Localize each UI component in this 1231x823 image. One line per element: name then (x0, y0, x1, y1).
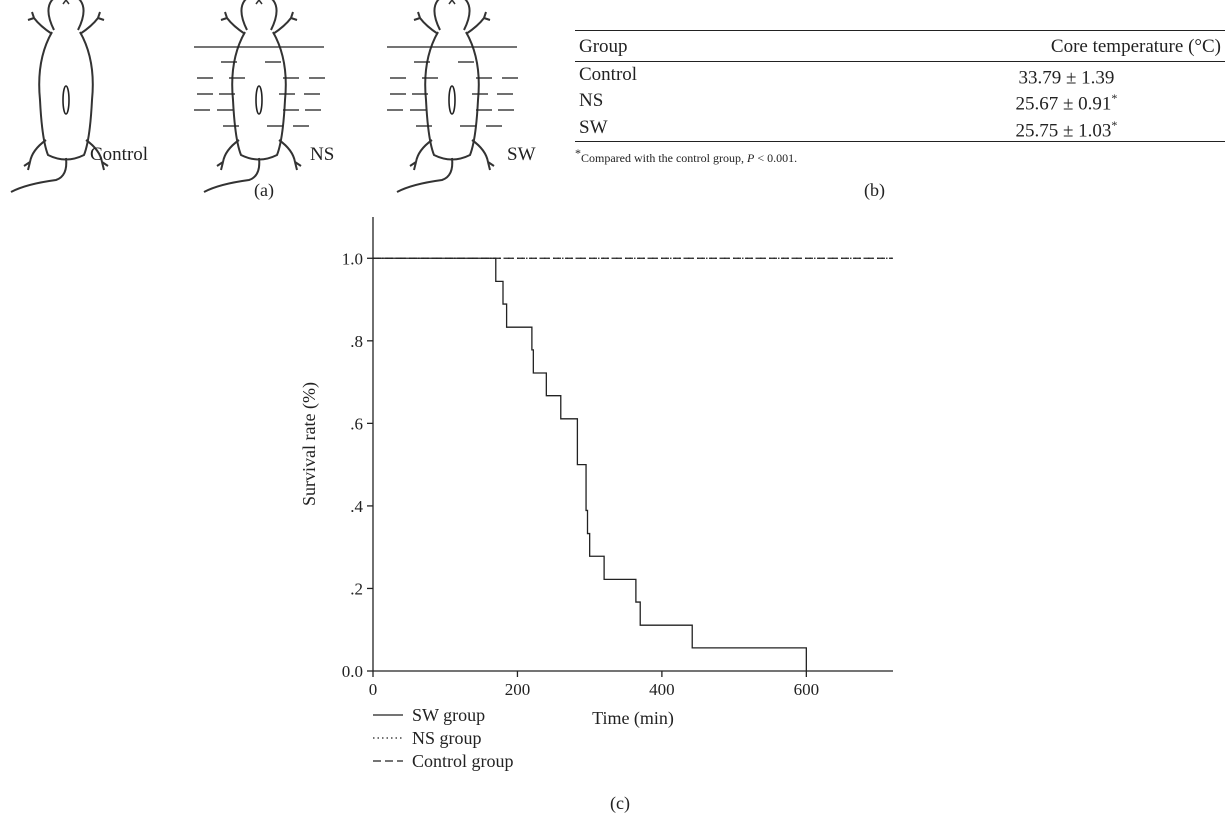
y-axis-label: Survival rate (%) (299, 382, 320, 506)
legend-label: Control group (412, 751, 514, 771)
table-row: NS 25.67 ± 0.91* (575, 88, 1225, 114)
x-tick-label: 0 (369, 680, 378, 699)
rat-sw (396, 0, 495, 193)
panel-tag-c: (c) (610, 793, 630, 813)
header-group: Group (579, 36, 628, 57)
chart-legend: SW group NS group Control group (373, 705, 514, 771)
panel-tag-b: (b) (864, 180, 885, 200)
table-row: Control 33.79 ± 1.39 (575, 62, 1225, 89)
chart-series (373, 257, 893, 671)
legend-label: NS group (412, 728, 482, 748)
temperature-table: Group Core temperature (°C) Control 33.7… (575, 30, 1225, 142)
x-tick-label: 600 (794, 680, 820, 699)
panel-tag-a: (a) (254, 180, 274, 200)
y-tick-label: .8 (350, 332, 363, 351)
y-tick-label: .2 (350, 579, 363, 598)
cell-group: NS (579, 90, 604, 112)
cell-temperature: 25.75 ± 1.03* (1015, 117, 1118, 141)
y-tick-label: 0.0 (342, 662, 363, 681)
water-lines (194, 46, 518, 127)
y-tick-label: 1.0 (342, 249, 363, 268)
rats-illustration (10, 0, 518, 193)
header-core-temperature: Core temperature (°C) (1050, 36, 1221, 57)
x-tick-label: 200 (505, 680, 531, 699)
table-row: SW 25.75 ± 1.03* (575, 115, 1225, 142)
x-tick-label: 400 (649, 680, 675, 699)
panel-a-rat-illustrations: Control NS SW (a) (0, 0, 540, 200)
cell-group: SW (579, 116, 608, 138)
cell-group: Control (579, 64, 638, 86)
rat-label-sw: SW (507, 144, 536, 165)
table-footnote: *Compared with the control group, P < 0.… (575, 145, 798, 165)
cell-temperature: 25.67 ± 0.91* (1015, 91, 1118, 115)
rat-label-control: Control (90, 144, 149, 165)
chart-axes: 0 200 400 600 0.0 .2 .4 .6 .8 1.0 (342, 217, 893, 699)
table-header-row: Group Core temperature (°C) (575, 30, 1225, 62)
x-axis-label: Time (min) (592, 708, 674, 729)
panel-b-temperature-table: Group Core temperature (°C) Control 33.7… (575, 30, 1231, 205)
y-tick-label: .6 (350, 414, 363, 433)
legend-label: SW group (412, 705, 485, 725)
rat-label-ns: NS (310, 144, 335, 165)
rat-ns (203, 0, 302, 193)
cell-temperature: 33.79 ± 1.39 (1018, 67, 1115, 89)
panel-c-survival-chart: 0 200 400 600 0.0 .2 .4 .6 .8 1.0 Time (min) Surv… (290, 205, 930, 818)
survival-chart: 0 200 400 600 0.0 .2 .4 .6 .8 1.0 Time (min) Surv… (299, 217, 893, 771)
y-tick-label: .4 (350, 497, 363, 516)
series-line-sw-group (373, 257, 807, 671)
